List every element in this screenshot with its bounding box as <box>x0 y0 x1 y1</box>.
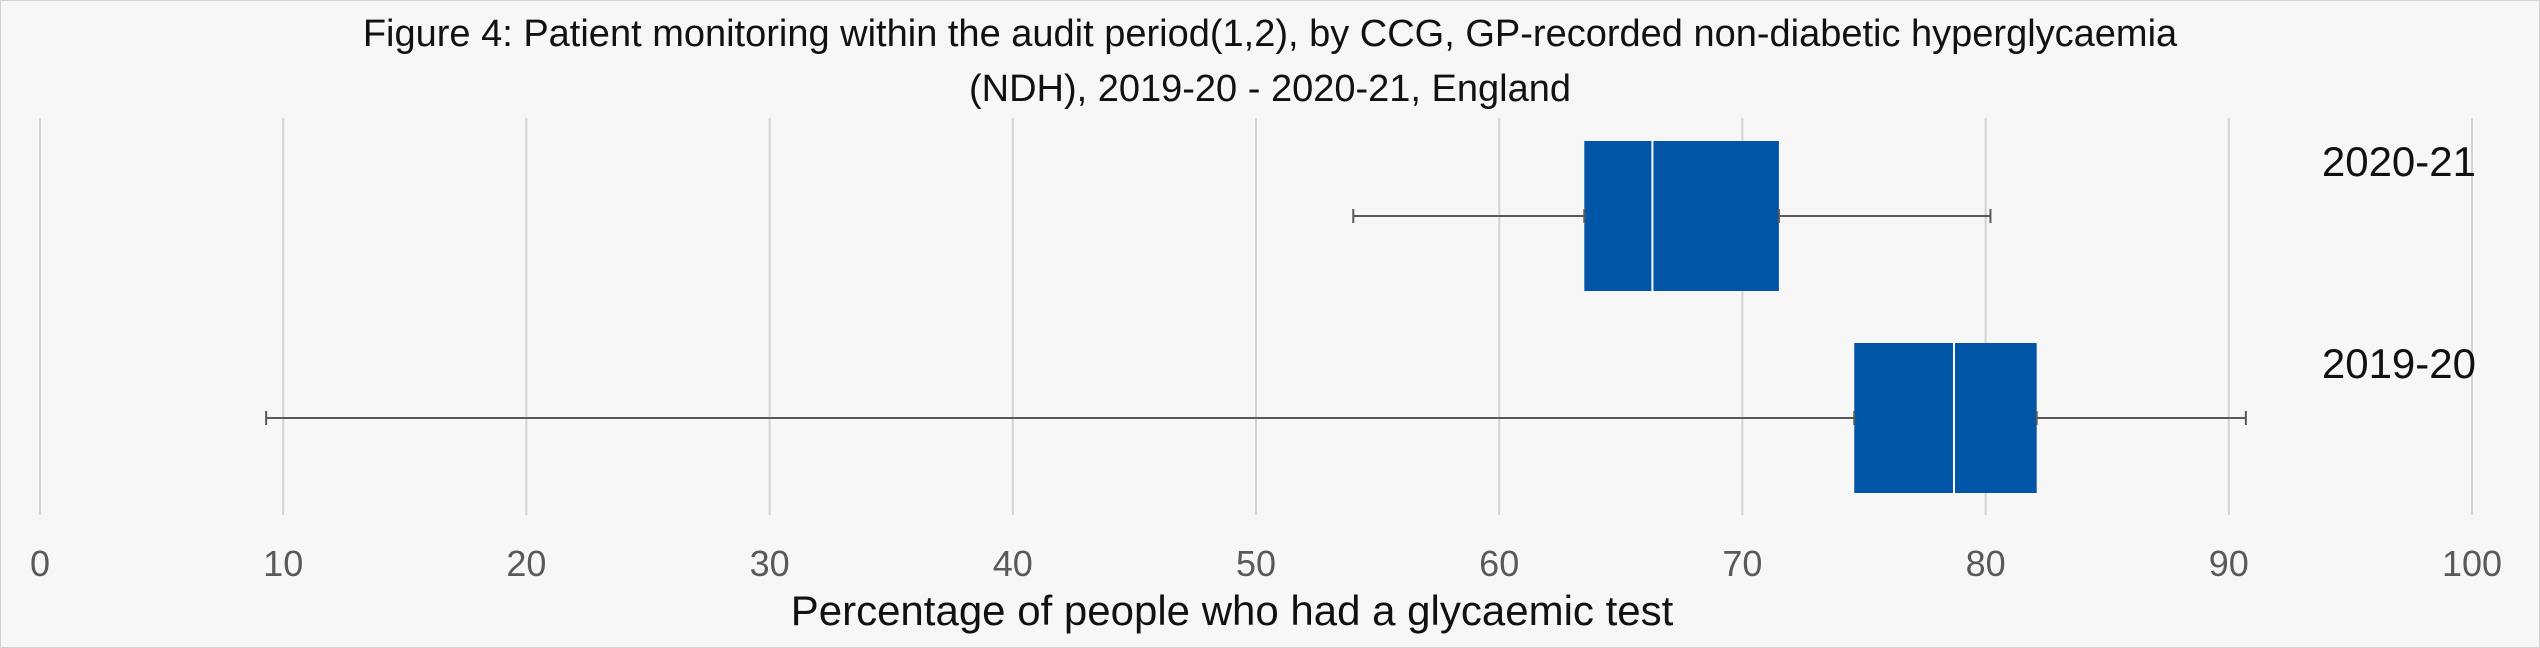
category-labels: 2020-21 2019-20 <box>2322 138 2476 387</box>
box-lower-quartile <box>1584 141 1653 291</box>
x-tick-label: 50 <box>1236 543 1276 584</box>
box-series <box>265 141 2247 493</box>
chart-title-line-2: (NDH), 2019-20 - 2020-21, England <box>969 68 1571 110</box>
x-tick-labels: 0 10 20 30 40 50 60 70 80 90 100 <box>30 543 2502 584</box>
box-2020-21 <box>1352 141 1992 291</box>
x-tick-label: 100 <box>2442 543 2502 584</box>
category-label: 2020-21 <box>2322 138 2476 185</box>
x-tick-label: 0 <box>30 543 50 584</box>
x-tick-label: 40 <box>993 543 1033 584</box>
box-2019-20 <box>265 343 2247 493</box>
box-upper-quartile <box>1652 141 1779 291</box>
x-tick-label: 20 <box>506 543 546 584</box>
x-tick-label: 80 <box>1966 543 2006 584</box>
x-axis-label: Percentage of people who had a glycaemic… <box>791 587 1674 634</box>
x-tick-label: 60 <box>1479 543 1519 584</box>
x-tick-label: 10 <box>263 543 303 584</box>
x-tick-label: 30 <box>750 543 790 584</box>
category-label: 2019-20 <box>2322 340 2476 387</box>
x-tick-label: 70 <box>1722 543 1762 584</box>
box-lower-quartile <box>1854 343 1954 493</box>
x-tick-label: 90 <box>2209 543 2249 584</box>
chart-title-line-1: Figure 4: Patient monitoring within the … <box>363 13 2178 55</box>
box-upper-quartile <box>1953 343 2037 493</box>
